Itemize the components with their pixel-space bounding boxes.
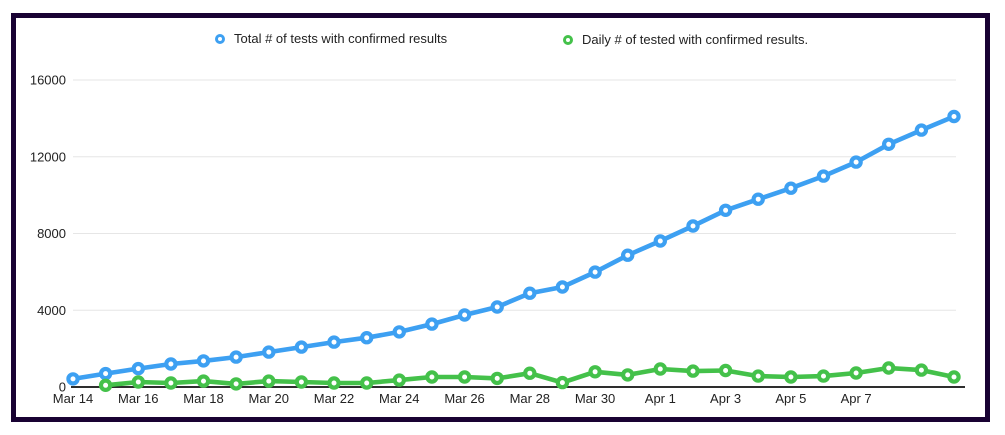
data-point-marker[interactable] — [588, 265, 602, 279]
data-point-marker[interactable] — [621, 248, 635, 262]
data-point-marker[interactable] — [327, 335, 341, 349]
data-point-marker[interactable] — [784, 370, 798, 384]
data-point-marker[interactable] — [751, 369, 765, 383]
y-axis-tick-label: 0 — [59, 380, 66, 395]
data-point-marker[interactable] — [294, 340, 309, 354]
legend-marker-total-icon — [215, 33, 225, 44]
data-point-marker[interactable] — [229, 377, 243, 391]
data-point-marker[interactable] — [131, 361, 145, 376]
legend-label-daily: Daily # of tested with confirmed results… — [582, 32, 809, 47]
data-point-marker[interactable] — [784, 181, 798, 195]
x-axis-tick-label: Mar 24 — [379, 391, 419, 406]
data-point-marker[interactable] — [686, 219, 700, 233]
legend-marker-daily-icon — [563, 34, 573, 45]
data-point-marker[interactable] — [816, 169, 831, 183]
data-point-marker[interactable] — [164, 376, 178, 390]
data-point-marker[interactable] — [392, 373, 406, 387]
data-point-marker[interactable] — [621, 368, 635, 382]
data-point-marker[interactable] — [914, 123, 929, 137]
x-axis-tick-label: Mar 18 — [183, 391, 223, 406]
data-point-marker[interactable] — [66, 372, 80, 386]
x-axis-tick-label: Mar 30 — [575, 391, 615, 406]
series-line-0 — [70, 114, 957, 382]
data-point-marker[interactable] — [816, 369, 831, 383]
data-point-marker[interactable] — [294, 375, 309, 389]
data-point-marker[interactable] — [849, 155, 863, 169]
data-point-marker[interactable] — [164, 357, 178, 371]
data-point-marker[interactable] — [555, 375, 570, 390]
data-point-marker[interactable] — [718, 363, 733, 378]
legend-label-total: Total # of tests with confirmed results — [234, 31, 448, 46]
data-point-marker[interactable] — [718, 203, 733, 217]
data-point-marker[interactable] — [360, 331, 374, 345]
x-axis-tick-label: Mar 20 — [249, 391, 289, 406]
data-point-marker[interactable] — [392, 325, 406, 339]
data-point-marker[interactable] — [947, 109, 961, 124]
data-point-marker[interactable] — [882, 137, 896, 151]
data-point-marker[interactable] — [229, 350, 243, 364]
data-point-marker[interactable] — [98, 366, 113, 381]
data-point-marker[interactable] — [686, 364, 700, 378]
data-point-marker[interactable] — [196, 354, 211, 368]
data-point-marker[interactable] — [131, 375, 145, 389]
x-axis-tick-label: Mar 14 — [53, 391, 93, 406]
line-chart-canvas[interactable]: 0 4000 8000 12000 16000 Mar 14 Mar 16 Mar 18 Mar… — [16, 18, 985, 417]
legend-item-daily[interactable]: Daily # of tested with confirmed results… — [563, 32, 808, 47]
y-axis-tick-label: 8000 — [37, 226, 66, 241]
x-axis-tick-label: Mar 26 — [444, 391, 484, 406]
data-point-marker[interactable] — [196, 374, 211, 388]
data-point-marker[interactable] — [457, 308, 472, 322]
data-point-marker[interactable] — [457, 370, 472, 384]
x-axis-tick-label: Mar 28 — [510, 391, 550, 406]
data-point-marker[interactable] — [849, 366, 863, 380]
data-point-marker[interactable] — [653, 234, 668, 248]
data-point-marker[interactable] — [751, 192, 765, 206]
data-point-marker[interactable] — [555, 280, 570, 294]
data-point-marker[interactable] — [882, 361, 896, 375]
x-axis-tick-label: Mar 22 — [314, 391, 354, 406]
data-point-marker[interactable] — [327, 376, 341, 390]
y-axis-tick-label: 12000 — [30, 149, 66, 164]
data-point-marker[interactable] — [262, 374, 276, 388]
legend-item-total[interactable]: Total # of tests with confirmed results — [215, 31, 447, 46]
data-point-marker[interactable] — [947, 370, 961, 384]
data-point-marker[interactable] — [523, 366, 537, 380]
data-point-marker[interactable] — [490, 371, 504, 386]
data-point-marker[interactable] — [262, 345, 276, 359]
x-axis-tick-label: Apr 7 — [841, 391, 872, 406]
data-point-marker[interactable] — [588, 365, 602, 379]
data-point-marker[interactable] — [360, 376, 374, 390]
x-axis-tick-label: Apr 3 — [710, 391, 741, 406]
data-point-marker[interactable] — [914, 363, 929, 377]
x-axis-tick-label: Mar 16 — [118, 391, 158, 406]
y-axis-tick-label: 16000 — [30, 73, 66, 88]
data-point-marker[interactable] — [425, 317, 439, 331]
y-axis-tick-label: 4000 — [37, 303, 66, 318]
data-point-marker[interactable] — [653, 362, 668, 376]
data-point-marker[interactable] — [523, 286, 537, 300]
x-axis-tick-label: Apr 5 — [775, 391, 806, 406]
data-point-marker[interactable] — [98, 378, 113, 392]
data-point-marker[interactable] — [490, 300, 504, 314]
chart-frame: Total # of tests with confirmed results … — [11, 13, 990, 422]
x-axis-tick-label: Apr 1 — [645, 391, 676, 406]
data-point-marker[interactable] — [425, 370, 439, 384]
